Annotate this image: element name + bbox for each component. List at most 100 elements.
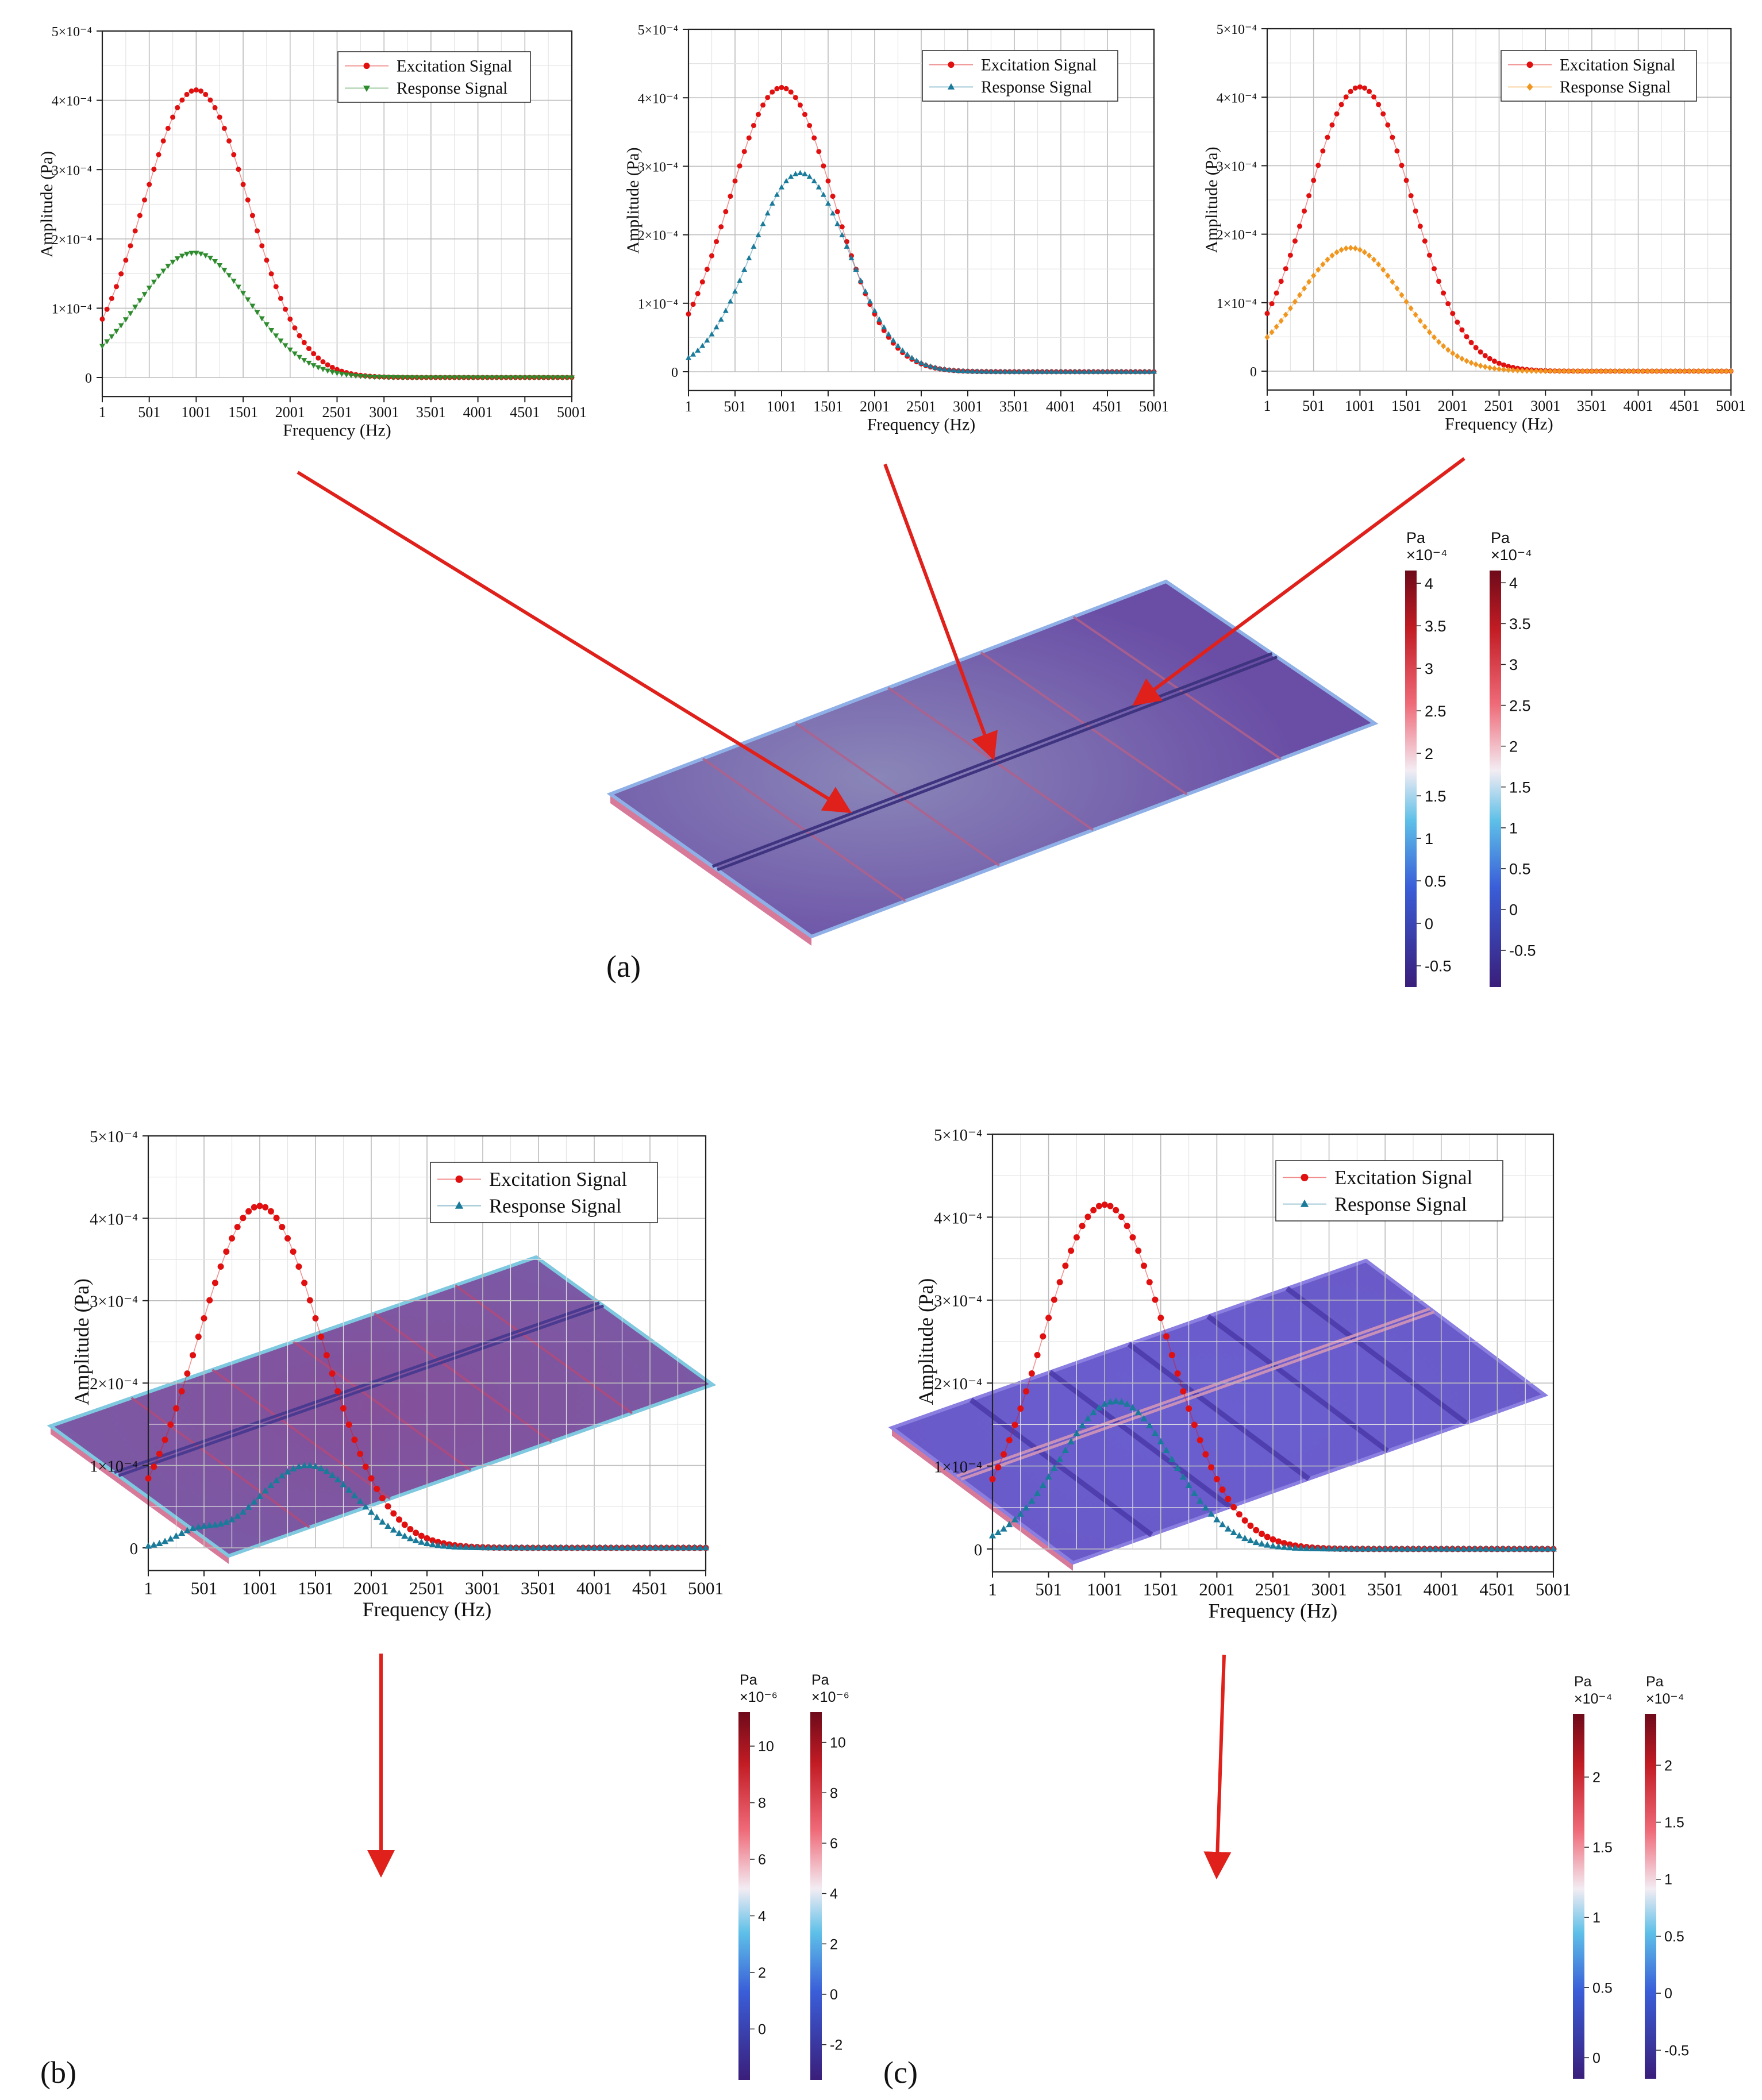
data-point bbox=[222, 1518, 230, 1525]
colorbar-unit: Pa bbox=[1491, 529, 1510, 546]
data-point bbox=[1241, 1517, 1248, 1524]
data-point bbox=[1002, 368, 1008, 374]
data-point bbox=[541, 375, 547, 381]
data-point bbox=[1385, 122, 1391, 128]
data-point bbox=[264, 257, 270, 263]
data-point bbox=[602, 1544, 609, 1551]
data-point bbox=[913, 357, 920, 363]
series-response bbox=[1264, 245, 1734, 375]
legend-label: Response Signal bbox=[489, 1195, 622, 1217]
data-point bbox=[507, 1544, 514, 1551]
data-point bbox=[297, 333, 302, 338]
data-point bbox=[1329, 252, 1335, 259]
data-point bbox=[1538, 1545, 1546, 1552]
colorbar-tick-label: 2 bbox=[1592, 1770, 1601, 1786]
data-point bbox=[1343, 94, 1349, 100]
data-point bbox=[188, 88, 194, 94]
data-point bbox=[545, 375, 552, 381]
data-point bbox=[765, 95, 771, 101]
data-point bbox=[1478, 363, 1483, 369]
data-point bbox=[1580, 368, 1586, 375]
data-point bbox=[983, 368, 990, 374]
data-point bbox=[161, 1538, 169, 1544]
legend-box bbox=[430, 1162, 658, 1223]
x-tick-label: 1001 bbox=[1087, 1579, 1122, 1600]
y-tick-label: 0 bbox=[974, 1542, 982, 1559]
data-point bbox=[261, 1487, 269, 1494]
data-point bbox=[340, 1405, 347, 1412]
data-point bbox=[534, 1544, 543, 1551]
data-point bbox=[652, 1544, 659, 1551]
x-tick-label: 2501 bbox=[1255, 1579, 1291, 1600]
data-point bbox=[1006, 368, 1013, 374]
data-point bbox=[189, 1524, 197, 1531]
x-tick-label: 3501 bbox=[1577, 398, 1607, 414]
data-point bbox=[447, 375, 453, 381]
data-point bbox=[702, 1544, 710, 1551]
data-point bbox=[1477, 1545, 1484, 1552]
data-point bbox=[1487, 356, 1492, 361]
data-point bbox=[1081, 368, 1087, 374]
data-point bbox=[1283, 266, 1288, 272]
x-tick-label: 4001 bbox=[1046, 398, 1076, 415]
x-tick-label: 5001 bbox=[1716, 398, 1746, 414]
data-point bbox=[484, 1544, 492, 1551]
colorbar-tick-label: 10 bbox=[830, 1735, 846, 1751]
data-point bbox=[751, 243, 757, 249]
data-point bbox=[941, 366, 948, 372]
y-tick-label: 3×10⁻⁴ bbox=[52, 163, 92, 178]
data-point bbox=[251, 1204, 257, 1211]
data-point bbox=[1141, 1262, 1148, 1269]
colorbar-exponent: ×10⁻⁶ bbox=[740, 1689, 778, 1705]
y-tick-label: 1×10⁻⁴ bbox=[1217, 296, 1257, 311]
data-point bbox=[146, 286, 152, 291]
data-point bbox=[1426, 1545, 1434, 1552]
legend-label: Excitation Signal bbox=[489, 1168, 627, 1190]
data-point bbox=[1039, 368, 1045, 374]
colorbar-tick-label: 4 bbox=[1425, 575, 1433, 592]
data-point bbox=[1510, 1545, 1518, 1552]
data-point bbox=[1197, 1497, 1204, 1504]
data-point bbox=[1062, 1262, 1069, 1269]
data-point bbox=[1023, 1388, 1030, 1395]
data-point bbox=[1342, 1545, 1349, 1552]
x-axis-label: Frequency (Hz) bbox=[1445, 414, 1553, 433]
data-point bbox=[526, 375, 533, 381]
data-point bbox=[234, 1512, 241, 1519]
data-point bbox=[479, 1544, 487, 1551]
data-point bbox=[434, 1542, 442, 1548]
data-point bbox=[1371, 94, 1377, 100]
x-tick-label: 1501 bbox=[298, 1578, 333, 1598]
colorbar-tick-label: 1 bbox=[1592, 1910, 1601, 1926]
data-point bbox=[1114, 368, 1120, 374]
data-point bbox=[230, 279, 237, 284]
colorbar-gradient bbox=[738, 1712, 750, 2080]
data-point bbox=[292, 351, 298, 357]
y-tick-label: 1×10⁻⁴ bbox=[638, 297, 678, 312]
data-point bbox=[1247, 1523, 1254, 1529]
data-point bbox=[1112, 1397, 1119, 1404]
data-point bbox=[1056, 1279, 1063, 1286]
data-point bbox=[429, 1540, 436, 1547]
data-point bbox=[899, 347, 906, 353]
data-point bbox=[1496, 360, 1502, 366]
x-tick-label: 4501 bbox=[1092, 398, 1122, 415]
colorbar-gradient bbox=[1645, 1714, 1656, 2079]
data-point bbox=[226, 273, 232, 279]
data-point bbox=[1118, 368, 1125, 374]
data-point bbox=[249, 303, 256, 309]
x-tick-label: 1501 bbox=[1143, 1579, 1179, 1600]
y-tick-label: 2×10⁻⁴ bbox=[52, 233, 92, 248]
data-point bbox=[1385, 272, 1391, 279]
data-point bbox=[137, 213, 143, 218]
legend-swatch-marker bbox=[1526, 83, 1533, 91]
data-point bbox=[1084, 1415, 1091, 1421]
data-point bbox=[301, 1462, 308, 1469]
data-point bbox=[1001, 1451, 1007, 1458]
data-point bbox=[1533, 368, 1539, 375]
data-point bbox=[802, 171, 808, 176]
data-point bbox=[1274, 323, 1279, 330]
data-point bbox=[1278, 279, 1284, 284]
data-point bbox=[1258, 1540, 1265, 1547]
